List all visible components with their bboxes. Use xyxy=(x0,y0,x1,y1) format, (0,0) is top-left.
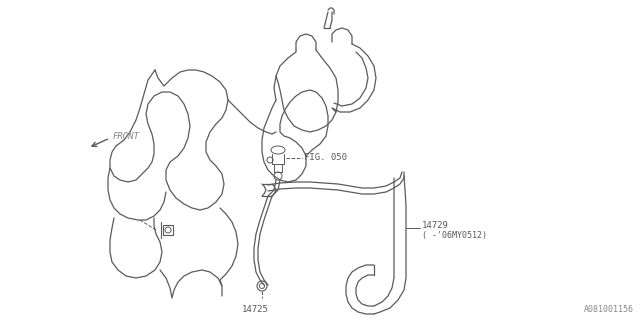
Text: 14729: 14729 xyxy=(422,220,449,229)
Text: FIG. 050: FIG. 050 xyxy=(304,153,347,162)
Text: FRONT: FRONT xyxy=(113,132,140,140)
Text: A081001156: A081001156 xyxy=(584,305,634,314)
Bar xyxy=(163,225,173,235)
Text: ( -'06MY0512): ( -'06MY0512) xyxy=(422,230,487,239)
Text: 14725: 14725 xyxy=(241,305,268,314)
